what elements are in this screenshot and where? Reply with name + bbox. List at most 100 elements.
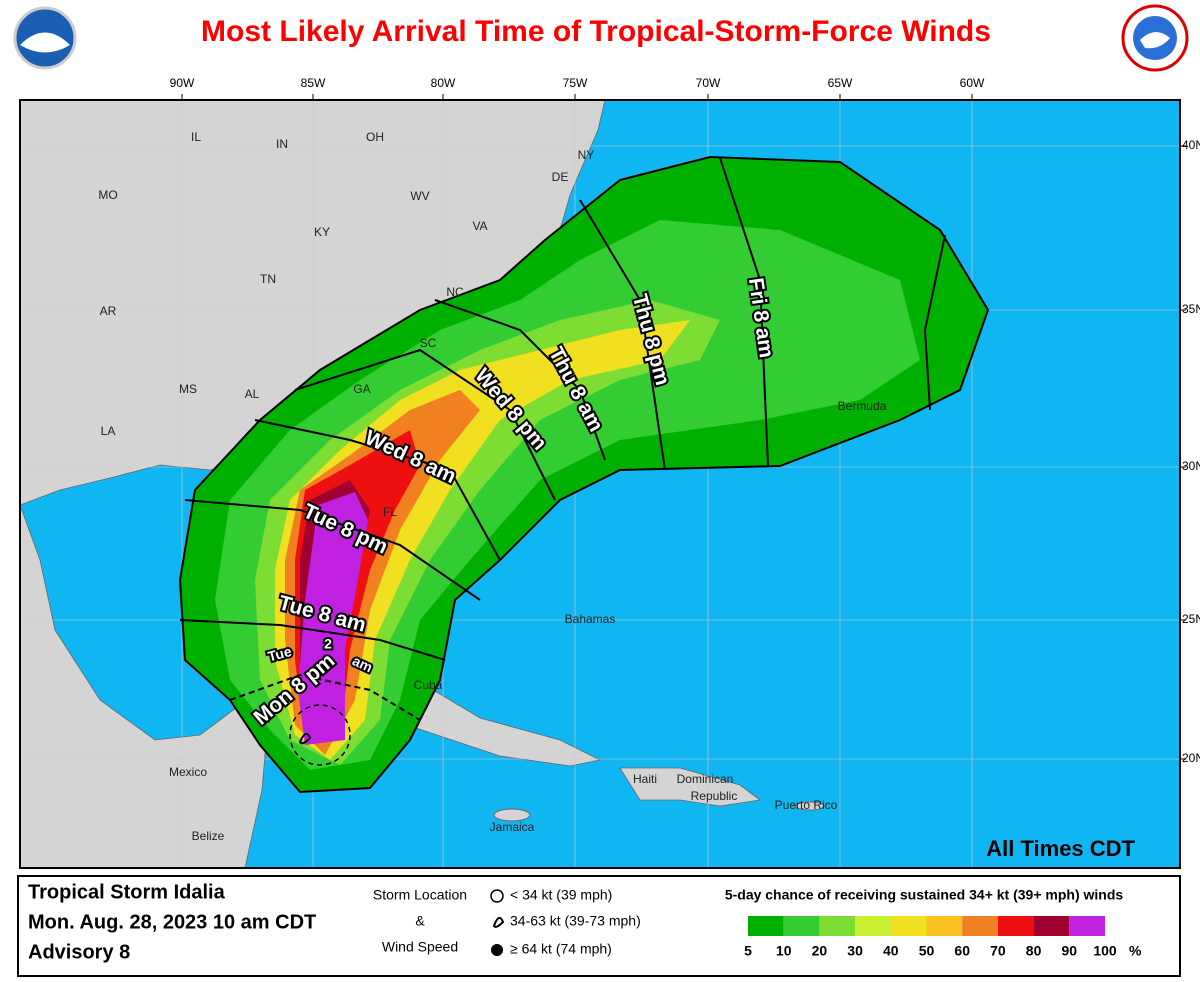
- place-label: VA: [472, 219, 487, 233]
- place-label: TN: [260, 272, 276, 286]
- wind-legend: 34-63 kt (39-73 mph): [510, 913, 641, 929]
- probability-swatch: [926, 916, 963, 936]
- latitude-label: 40N: [1182, 138, 1200, 152]
- time-line: [229, 673, 421, 721]
- land-jamaica: [493, 808, 531, 822]
- latitude-label: 30N: [1182, 459, 1200, 473]
- probability-tick: 40: [883, 943, 899, 959]
- storm-symbol: [298, 732, 312, 745]
- storm-name: Tropical Storm Idalia: [28, 881, 226, 903]
- swath-40: [275, 320, 690, 760]
- probability-title: 5-day chance of receiving sustained 34+ …: [725, 887, 1124, 903]
- place-label: IN: [276, 137, 288, 151]
- probability-tick: 90: [1062, 943, 1078, 959]
- probability-tick: 60: [954, 943, 970, 959]
- place-label: Republic: [691, 789, 738, 803]
- noaa-logo: [13, 6, 77, 70]
- probability-swatch: [962, 916, 998, 936]
- probability-tick: 30: [847, 943, 863, 959]
- storm-location-label: Storm Location: [373, 887, 467, 903]
- probability-tick: 70: [990, 943, 1006, 959]
- place-label: LA: [101, 424, 116, 438]
- place-label: GA: [353, 382, 370, 396]
- time-line: [719, 157, 769, 467]
- place-label: Mexico: [169, 765, 207, 779]
- probability-swatch: [1033, 916, 1070, 936]
- time-line: [434, 299, 606, 461]
- title: Most Likely Arrival Time of Tropical-Sto…: [201, 15, 991, 48]
- advisory-date: Mon. Aug. 28, 2023 10 am CDT: [28, 911, 316, 933]
- place-label: Jamaica: [490, 820, 535, 834]
- place-label: Cuba: [414, 678, 443, 692]
- place-label: Bermuda: [838, 399, 887, 413]
- place-label: WV: [410, 189, 429, 203]
- place-label: Puerto Rico: [775, 798, 838, 812]
- wind-icon: [492, 916, 505, 928]
- place-label: Dominican: [677, 772, 734, 786]
- longitude-label: 75W: [563, 76, 588, 90]
- longitude-label: 85W: [301, 76, 326, 90]
- latitude-label: 20N: [1182, 751, 1200, 765]
- probability-tick: 100: [1093, 943, 1117, 959]
- longitude-label: 65W: [828, 76, 853, 90]
- time-note: All Times CDT: [986, 836, 1135, 861]
- place-label: AR: [100, 304, 117, 318]
- time-line: [294, 348, 556, 501]
- nws-logo: [1121, 4, 1189, 72]
- probability-tick: 5: [744, 943, 752, 959]
- swath-100: [298, 492, 368, 745]
- land-mexico: [20, 504, 269, 868]
- advisory-number: Advisory 8: [28, 941, 130, 963]
- probability-swatch: [997, 916, 1034, 936]
- time-line: [184, 499, 481, 601]
- time-line: [923, 234, 946, 411]
- place-label: SC: [420, 336, 437, 350]
- probability-swatch: [1069, 916, 1105, 936]
- map-frame: [19, 99, 1181, 869]
- place-label: NC: [446, 285, 464, 299]
- land-puerto-rico: [795, 801, 825, 811]
- map: IL IN OH MO KY WV VA TN NC AR SC GA MS AL LA FL NY DE Berm…: [20, 100, 1180, 868]
- place-label: Bahamas: [565, 612, 616, 626]
- wind-legend: ≥ 64 kt (74 mph): [510, 941, 612, 957]
- longitude-label: 60W: [960, 76, 985, 90]
- probability-tick: 20: [812, 943, 828, 959]
- latitude-label: 35N: [1182, 302, 1200, 316]
- probability-swatch: [783, 916, 820, 936]
- place-label: MO: [98, 188, 117, 202]
- longitude-label: 70W: [696, 76, 721, 90]
- place-label: MS: [179, 382, 197, 396]
- storm-location-label: &: [415, 913, 425, 929]
- wind-icon: [491, 944, 503, 956]
- storm-location-label: Wind Speed: [382, 939, 458, 955]
- wind-icon: [490, 889, 504, 903]
- storm-area: [289, 704, 351, 766]
- place-label: IL: [191, 130, 201, 144]
- arrival-time-label: 2: [324, 636, 332, 652]
- wind-legend: < 34 kt (39 mph): [510, 887, 612, 903]
- place-label: KY: [314, 225, 330, 239]
- probability-swatch: [748, 916, 784, 936]
- probability-swatch: [890, 916, 927, 936]
- longitude-label: 80W: [431, 76, 456, 90]
- probability-swatch: [819, 916, 856, 936]
- probability-swatch: [855, 916, 891, 936]
- latitude-label: 25N: [1182, 612, 1200, 626]
- land-hispaniola: [619, 767, 762, 807]
- probability-tick: 80: [1026, 943, 1042, 959]
- place-label: DE: [552, 170, 569, 184]
- time-line: [579, 199, 666, 471]
- place-label: Belize: [192, 829, 225, 843]
- place-label: NY: [578, 148, 595, 162]
- probability-tick: 50: [919, 943, 935, 959]
- time-line: [179, 619, 446, 661]
- time-line: [254, 419, 501, 561]
- place-label: Haiti: [633, 772, 657, 786]
- longitude-label: 90W: [170, 76, 195, 90]
- place-label: OH: [366, 130, 384, 144]
- place-label: AL: [245, 387, 260, 401]
- probability-unit: %: [1129, 943, 1142, 959]
- probability-tick: 10: [776, 943, 792, 959]
